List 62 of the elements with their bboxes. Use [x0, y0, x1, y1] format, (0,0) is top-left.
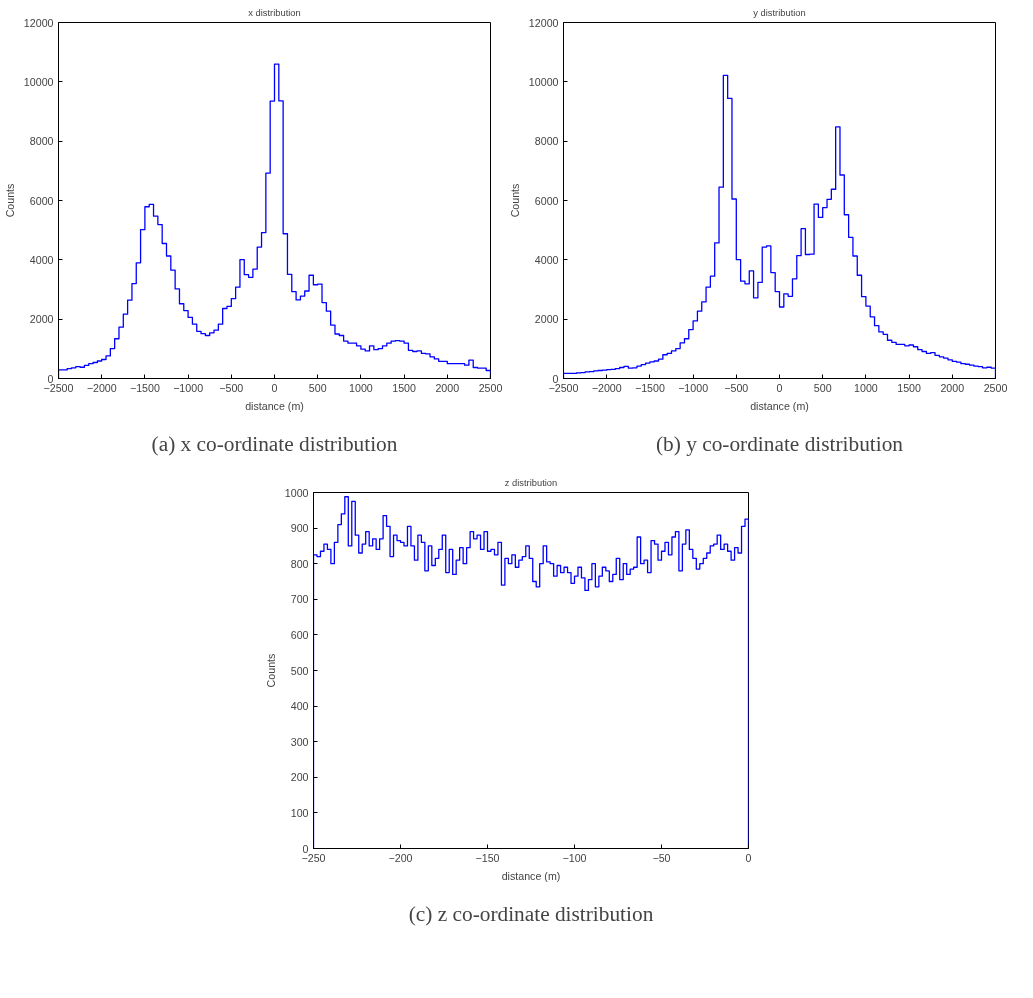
- x-tick-label: 0: [776, 381, 783, 394]
- x-tick-label: 2000: [435, 381, 460, 394]
- x-tick-label: −2000: [86, 381, 117, 394]
- x-tick-label: −500: [219, 381, 244, 394]
- y-tick-label: 2000: [534, 313, 559, 326]
- y-tick-label: 4000: [29, 253, 54, 266]
- x-tick-label: −500: [724, 381, 749, 394]
- x-tick-label: 0: [745, 851, 752, 864]
- x-tick-label: −150: [475, 851, 500, 864]
- x-tick-label: −1000: [173, 381, 204, 394]
- y-tick-label: 10000: [23, 75, 54, 88]
- y-tick-label: 10000: [528, 75, 559, 88]
- x-tick-label: 1000: [854, 381, 878, 394]
- x-tick-label: −50: [652, 851, 671, 864]
- x-tick-label: 500: [813, 381, 832, 394]
- y-tick-label: 6000: [534, 194, 559, 207]
- text: (a) x co-ordinate distribution: [151, 431, 398, 456]
- x-tick-label: −1500: [129, 381, 160, 394]
- y-tick-label: 300: [290, 735, 309, 748]
- x-tick-label: 2500: [983, 381, 1008, 394]
- x-tick-label: −200: [388, 851, 413, 864]
- y-axis-title: Counts: [3, 183, 16, 218]
- chart-title: x distribution: [248, 7, 301, 18]
- x-tick-label: 1500: [897, 381, 922, 394]
- x-tick-label: 2000: [940, 381, 965, 394]
- y-tick-label: 1000: [284, 486, 309, 499]
- y-axis-title: Counts: [264, 653, 277, 688]
- text: (c) z co-ordinate distribution: [408, 901, 654, 926]
- x-tick-label: 1000: [349, 381, 373, 394]
- y-tick-label: 400: [290, 700, 309, 713]
- y-tick-label: 700: [290, 593, 309, 606]
- y-tick-label: 500: [290, 664, 309, 677]
- text: (b) y co-ordinate distribution: [656, 431, 904, 456]
- x-tick-label: 500: [308, 381, 327, 394]
- y-tick-label: 12000: [23, 16, 54, 29]
- y-tick-label: 4000: [534, 253, 559, 266]
- x-axis-title: distance (m): [501, 869, 561, 882]
- y-tick-label: 2000: [29, 313, 54, 326]
- y-tick-label: 200: [290, 771, 309, 784]
- y-tick-label: 12000: [528, 16, 559, 29]
- y-tick-label: 900: [290, 522, 309, 535]
- x-tick-label: 1500: [392, 381, 417, 394]
- y-tick-label: 0: [302, 842, 309, 855]
- chart-title: z distribution: [504, 477, 558, 488]
- y-tick-label: 100: [290, 806, 309, 819]
- x-tick-label: −1500: [634, 381, 665, 394]
- chart-title: y distribution: [753, 7, 806, 18]
- y-tick-label: 6000: [29, 194, 54, 207]
- y-tick-label: 600: [290, 628, 309, 641]
- x-tick-label: −1000: [678, 381, 709, 394]
- y-tick-label: 0: [47, 372, 54, 385]
- y-axis-title: Counts: [508, 183, 521, 218]
- y-tick-label: 8000: [534, 135, 559, 148]
- x-tick-label: 2500: [478, 381, 503, 394]
- y-tick-label: 8000: [29, 135, 54, 148]
- x-axis-title: distance (m): [245, 399, 304, 412]
- x-tick-label: 0: [271, 381, 278, 394]
- x-axis-title: distance (m): [750, 399, 809, 412]
- y-tick-label: 0: [552, 372, 559, 385]
- x-tick-label: −2000: [591, 381, 622, 394]
- y-tick-label: 800: [290, 557, 309, 570]
- x-tick-label: −100: [562, 851, 587, 864]
